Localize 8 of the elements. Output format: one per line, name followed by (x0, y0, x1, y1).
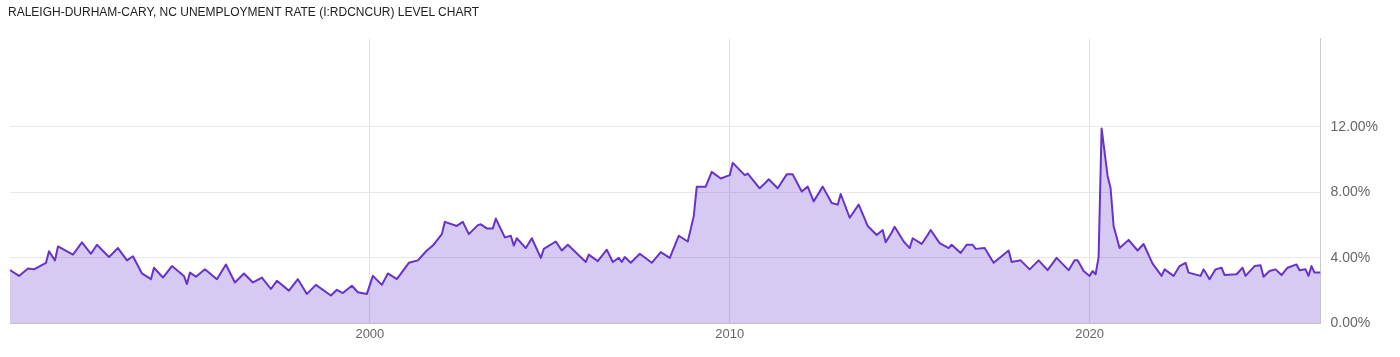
x-tick-label: 2010 (715, 325, 745, 341)
y-tick-label: 12.00% (1330, 117, 1378, 134)
chart-title: RALEIGH-DURHAM-CARY, NC UNEMPLOYMENT RATE (I:RDCNCUR) LEVEL CHART (8, 4, 481, 20)
y-tick-label: 8.00% (1330, 183, 1371, 200)
y-tick-label: 4.00% (1330, 248, 1371, 265)
x-tick-label: 2020 (1075, 325, 1105, 341)
x-tick-label: 2000 (355, 325, 385, 341)
y-tick-label: 0.00% (1330, 314, 1371, 331)
